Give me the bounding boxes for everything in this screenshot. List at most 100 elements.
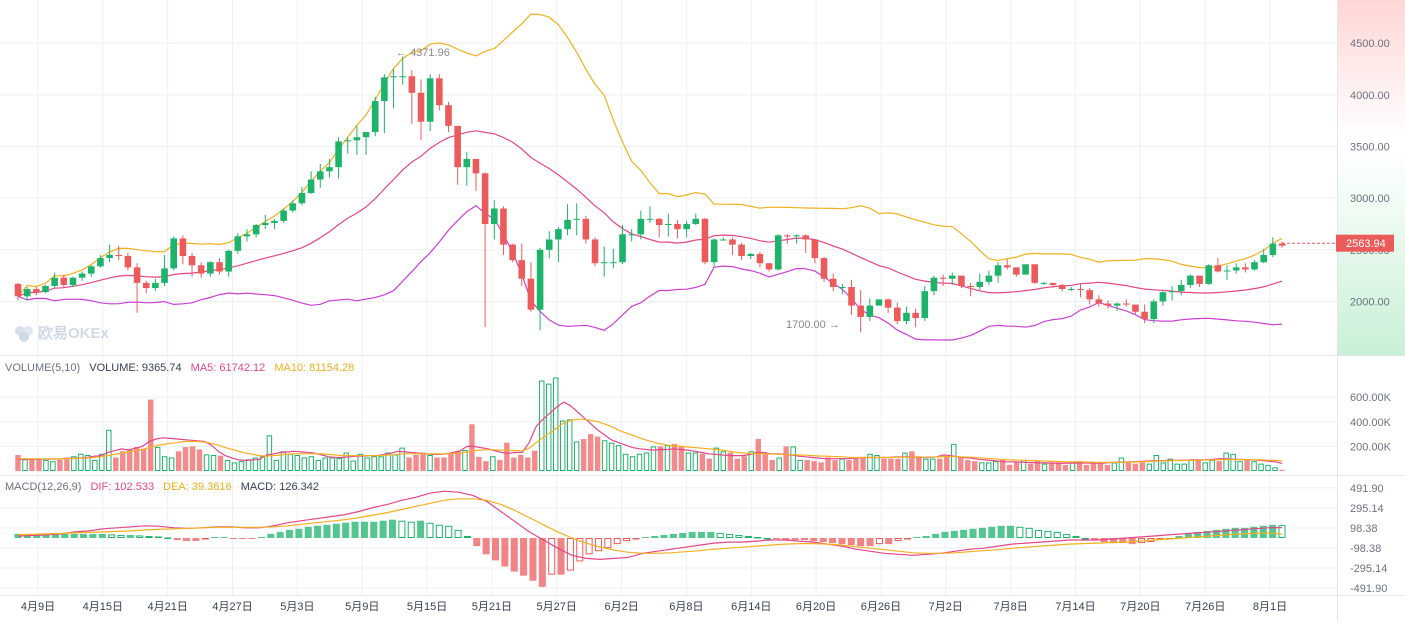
last-price-badge — [1336, 234, 1394, 252]
last-price-tag[interactable]: 2563.94 — [1282, 234, 1394, 252]
price-tick-label: 4500.00 — [1350, 38, 1390, 50]
candle-body — [1269, 243, 1277, 255]
macd-hist-bar — [61, 533, 69, 538]
volume-bar — [741, 456, 747, 471]
macd-hist-bar — [538, 538, 546, 587]
candle-body — [1177, 284, 1185, 292]
candle-body — [866, 305, 874, 317]
time-tick-label: 7月8日 — [994, 601, 1028, 613]
candle-body — [875, 299, 883, 306]
candle-body — [912, 312, 919, 318]
watermark-text: 欧易OKEx — [38, 324, 110, 342]
candle-body — [124, 256, 132, 268]
macd-hist-bar — [903, 538, 911, 540]
candle-body — [573, 218, 581, 220]
last-price-value: 2563.94 — [1346, 238, 1386, 250]
time-tick-label: 6月8日 — [669, 601, 703, 613]
candle-body — [729, 239, 736, 245]
volume-bar — [78, 453, 84, 471]
volume-bar — [1216, 461, 1222, 471]
macd-dif-line — [17, 490, 1283, 561]
macd-hist-bar — [978, 527, 986, 538]
macd-tick-label: 491.90 — [1350, 483, 1384, 495]
volume-bar — [378, 456, 384, 472]
volume-bar — [1132, 463, 1139, 471]
candle-body — [371, 101, 379, 133]
candle-body — [298, 192, 306, 204]
candle-body — [316, 171, 324, 180]
macd-hist-bar — [1072, 535, 1080, 539]
volume-bar — [1174, 463, 1180, 472]
candle-body — [646, 218, 654, 220]
candle-body — [1141, 311, 1148, 320]
volume-bar — [839, 458, 845, 472]
macd-hist-bar — [314, 525, 322, 538]
volume-bar — [965, 459, 971, 471]
candle-body — [463, 158, 471, 168]
volume-bar — [441, 457, 447, 471]
candle-body — [1150, 301, 1158, 320]
volume-bar — [1258, 463, 1264, 472]
candle-body — [683, 223, 690, 230]
macd-hist-bar — [669, 533, 677, 538]
candle-body — [1058, 284, 1066, 290]
candle-body — [362, 132, 370, 138]
volume-bar — [259, 456, 266, 472]
high-arrow-icon: ← — [396, 47, 410, 59]
volume-bar — [357, 453, 363, 471]
volume-bar — [1041, 463, 1048, 472]
volume-bar — [1223, 452, 1229, 471]
volume-ma-lines — [17, 401, 1283, 465]
volume-bar — [888, 458, 894, 471]
macd-hist-bar — [772, 538, 780, 540]
volume-bar — [224, 459, 231, 471]
candle-body — [1122, 303, 1130, 305]
candle-body — [719, 239, 727, 241]
volume-bar — [1279, 469, 1285, 471]
volume-bar — [1090, 462, 1097, 471]
macd-hist-bar — [913, 536, 921, 538]
macd-hist-bar — [173, 538, 181, 541]
macd-hist-bar — [894, 538, 902, 542]
volume-bar — [36, 458, 42, 471]
volume-bar — [1167, 458, 1173, 472]
macd-hist-bar — [248, 538, 256, 540]
volume-bar — [182, 447, 189, 471]
macd-hist-bar — [276, 531, 284, 538]
macd-hist-bar — [379, 520, 387, 538]
candle-body — [610, 262, 617, 264]
volume-bar — [608, 442, 615, 472]
time-tick-label: 5月21日 — [472, 601, 512, 613]
volume-bar — [825, 457, 831, 471]
volume-bar — [1062, 464, 1069, 471]
okex-logo-icon — [15, 326, 33, 342]
macd-hist-bar — [800, 538, 808, 541]
candle-body — [1003, 265, 1011, 268]
volume-bar — [706, 458, 713, 471]
candle-body — [1104, 303, 1112, 306]
candle-body — [14, 283, 22, 297]
macd-hist-bar — [1081, 538, 1089, 540]
time-tick-label: 5月27日 — [537, 601, 577, 613]
macd-hist-bar — [1053, 531, 1061, 539]
volume-bar — [944, 456, 950, 471]
macd-hist-bar — [351, 521, 359, 538]
macd-tick-label: -295.14 — [1350, 563, 1387, 575]
candle-body — [262, 222, 269, 226]
volume-bar — [399, 447, 405, 472]
macd-hist-bar — [810, 538, 818, 542]
macd-hist-bar — [604, 538, 612, 549]
volume-bar — [252, 457, 259, 472]
volume-tick-label: 200.00K — [1350, 441, 1392, 453]
candle-body — [1031, 264, 1038, 283]
volume-bar — [147, 399, 154, 471]
volume-bar — [43, 459, 49, 471]
macd-hist-bar — [529, 538, 537, 581]
volume-bar — [99, 453, 105, 471]
candle-body — [216, 262, 223, 272]
volume-bar — [902, 452, 908, 471]
volume-bar — [860, 457, 866, 471]
candle-body — [939, 277, 947, 279]
